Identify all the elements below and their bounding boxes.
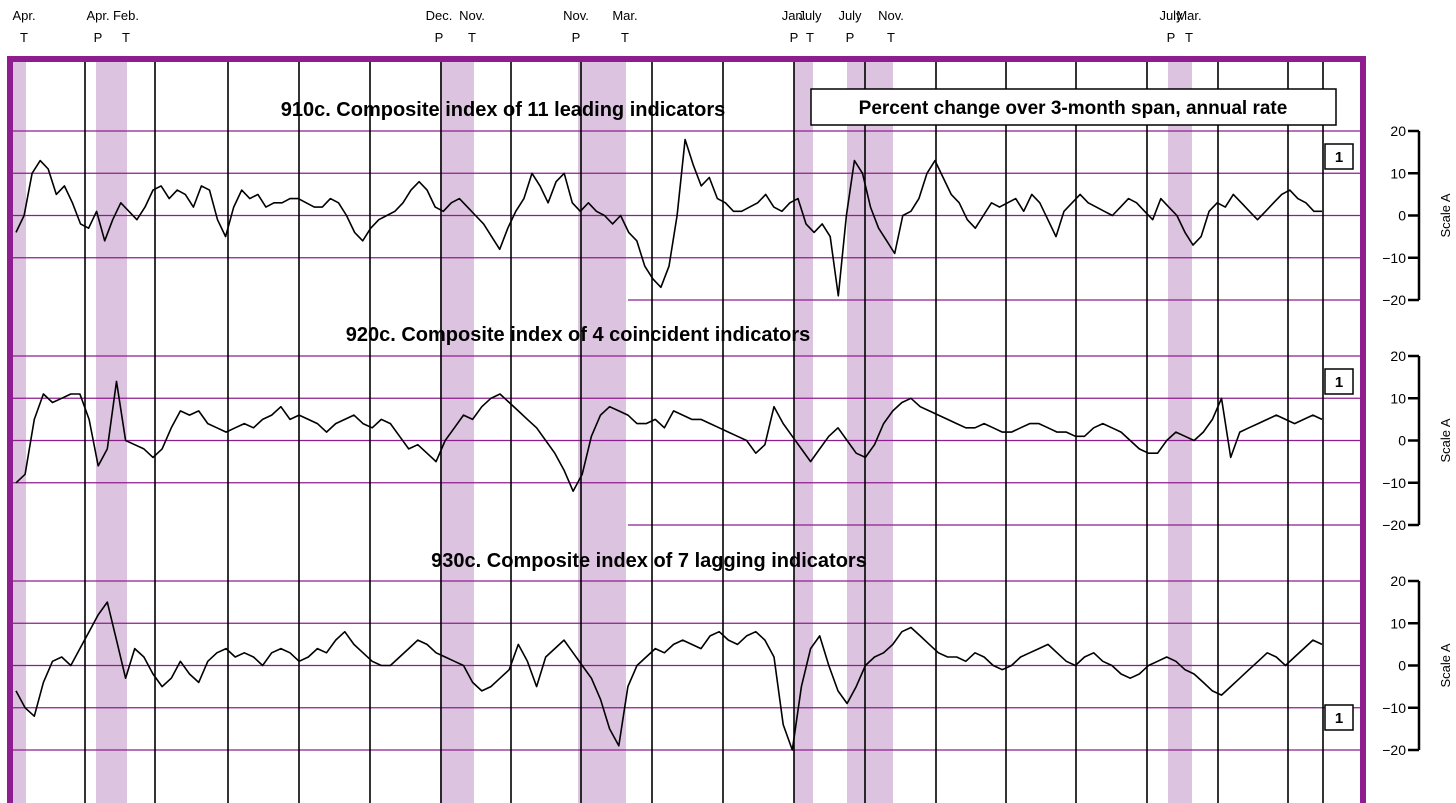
footnote-markers: 1 1 1 (1324, 143, 1354, 731)
footnote-marker: 1 (1324, 143, 1354, 170)
recession-type-label: T (1185, 30, 1193, 45)
recession-type-label: T (20, 30, 28, 45)
y-tick-label: 20 (1390, 348, 1406, 364)
recession-type-label: T (621, 30, 629, 45)
y-axis-label: Scale A (1438, 418, 1453, 462)
footnote-marker-text: 1 (1335, 149, 1343, 166)
series-line-3 (15, 601, 1323, 751)
y-tick-label: −10 (1382, 475, 1406, 491)
recession-month-label: July (798, 8, 822, 23)
recession-band (13, 62, 26, 803)
y-tick-label: 0 (1398, 208, 1406, 224)
y-tick-label: 20 (1390, 123, 1406, 139)
recession-month-label: Nov. (878, 8, 904, 23)
leading-index-title: 910c. Composite index of 11 leading indi… (281, 99, 726, 121)
recession-month-label: Jan. (782, 8, 807, 23)
horizontal-gridlines (13, 130, 1360, 751)
y-scale-2: 20 10 0 −10 −20 Scale A (1382, 348, 1453, 533)
recession-type-label: P (1167, 30, 1176, 45)
recession-month-label: Apr. (12, 8, 35, 23)
y-tick-label: −10 (1382, 250, 1406, 266)
y-tick-label: 10 (1390, 165, 1406, 181)
recession-date-labels: Apr.TApr.PFeb.TDec.PNov.TNov.PMar.TJan.P… (12, 8, 1201, 45)
span-note-text: Percent change over 3-month span, annual… (859, 98, 1288, 119)
recession-month-label: Feb. (113, 8, 139, 23)
recession-type-label: P (435, 30, 444, 45)
recession-type-label: T (468, 30, 476, 45)
recession-month-label: Apr. (86, 8, 109, 23)
lagging-index-title: 930c. Composite index of 7 lagging indic… (431, 550, 867, 572)
footnote-marker: 1 (1324, 704, 1354, 731)
footnote-marker-text: 1 (1335, 710, 1343, 727)
recession-type-label: P (846, 30, 855, 45)
series-line-1 (15, 138, 1322, 297)
recession-type-label: T (806, 30, 814, 45)
recession-month-label: Mar. (612, 8, 637, 23)
recession-band (847, 62, 893, 803)
y-tick-label: 10 (1390, 615, 1406, 631)
y-tick-label: −20 (1382, 517, 1406, 533)
recession-band (794, 62, 813, 803)
y-scale-3: 20 10 0 −10 −20 Scale A (1382, 573, 1453, 758)
coincident-index-title: 920c. Composite index of 4 coincident in… (346, 324, 811, 346)
y-scale-1: 20 10 0 −10 −20 Scale A (1382, 123, 1453, 308)
y-tick-label: 0 (1398, 658, 1406, 674)
recession-band (578, 62, 626, 803)
y-tick-label: −10 (1382, 700, 1406, 716)
chart-frame (7, 56, 1366, 803)
y-axis-label: Scale A (1438, 193, 1453, 237)
recession-type-label: P (94, 30, 103, 45)
y-tick-label: −20 (1382, 292, 1406, 308)
frame-border (7, 56, 1366, 803)
footnote-marker: 1 (1324, 368, 1354, 395)
recession-month-label: July (1159, 8, 1183, 23)
y-scales: 20 10 0 −10 −20 Scale A 20 10 0 −10 −20 Scale A 20 10… (1382, 123, 1453, 758)
recession-month-label: Nov. (563, 8, 589, 23)
recession-month-label: Dec. (426, 8, 453, 23)
recession-type-label: T (887, 30, 895, 45)
y-tick-label: 10 (1390, 390, 1406, 406)
recession-bands (13, 62, 1192, 803)
recession-band (1168, 62, 1192, 803)
footnote-marker-text: 1 (1335, 374, 1343, 391)
y-tick-label: 0 (1398, 433, 1406, 449)
recession-type-label: P (790, 30, 799, 45)
y-tick-label: −20 (1382, 742, 1406, 758)
recession-band (440, 62, 474, 803)
recession-month-label: Mar. (1176, 8, 1201, 23)
span-note: Percent change over 3-month span, annual… (810, 88, 1337, 126)
recession-type-label: P (572, 30, 581, 45)
recession-month-label: Nov. (459, 8, 485, 23)
recession-type-label: T (122, 30, 130, 45)
y-axis-label: Scale A (1438, 643, 1453, 687)
recession-month-label: July (838, 8, 862, 23)
y-tick-label: 20 (1390, 573, 1406, 589)
recession-band (96, 62, 127, 803)
series-line-2 (15, 380, 1323, 493)
series-lines (15, 138, 1323, 751)
